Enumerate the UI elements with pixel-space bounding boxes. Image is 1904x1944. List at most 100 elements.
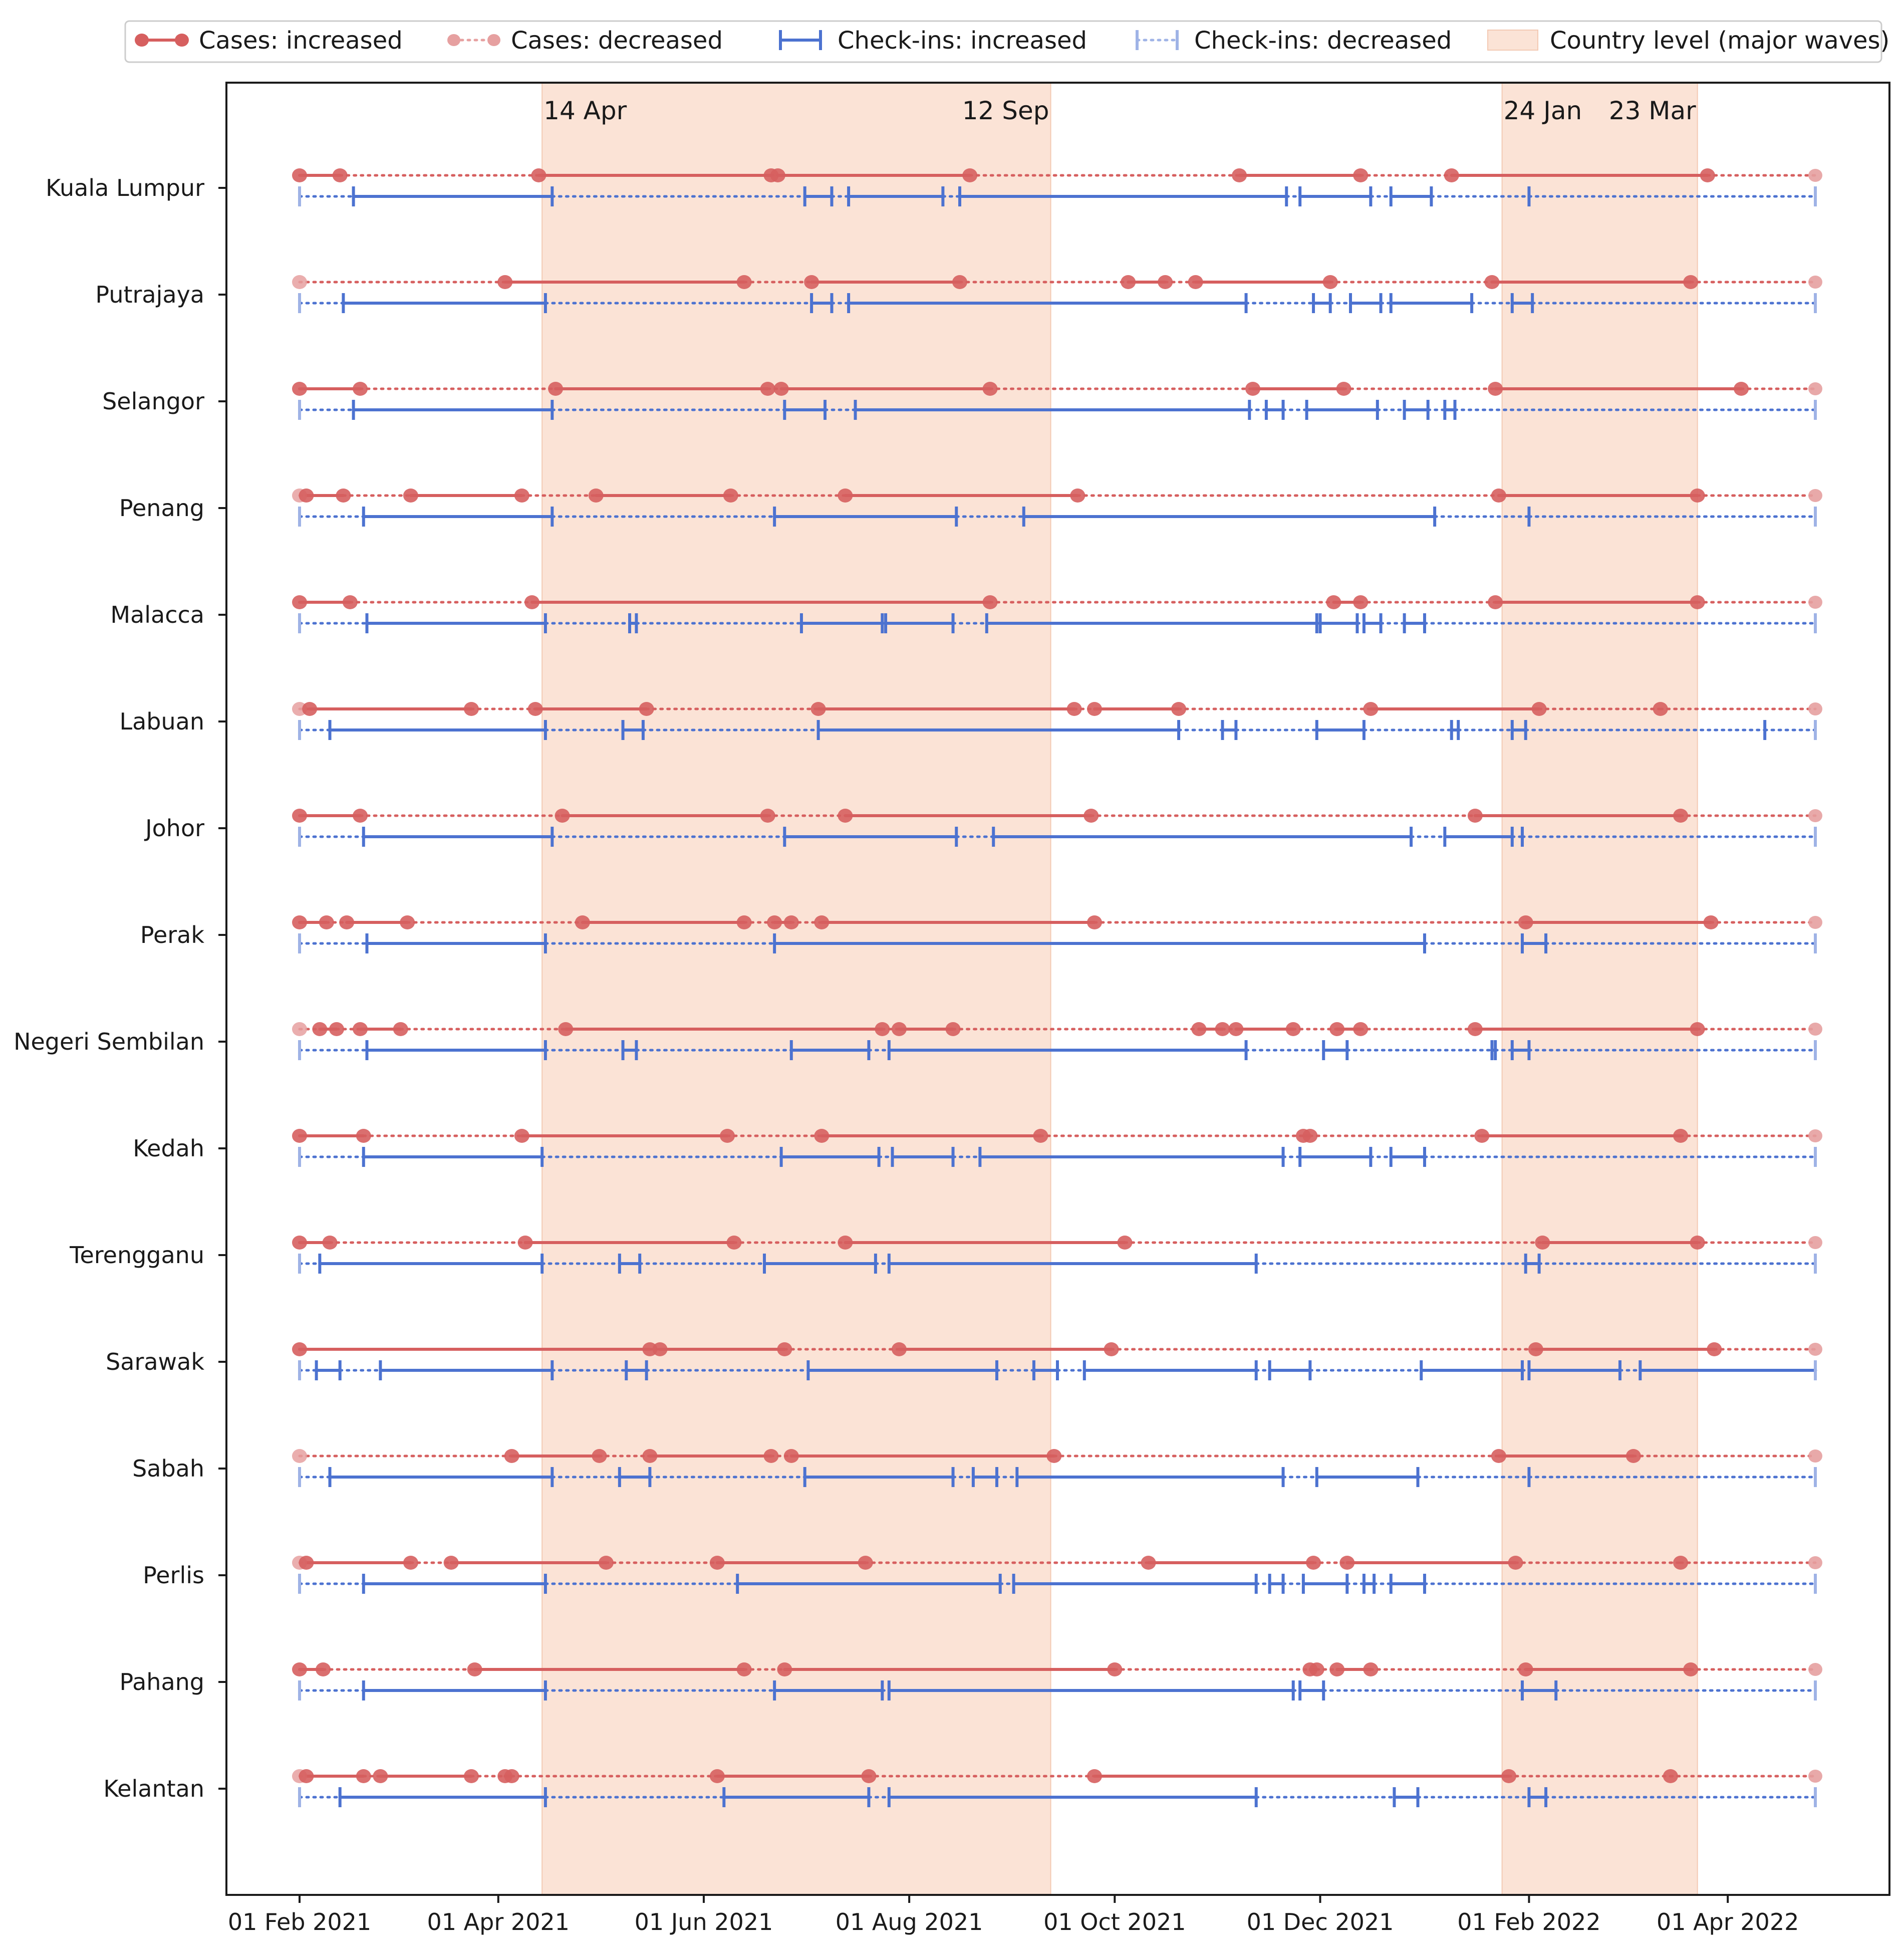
waves-layer: 14 Apr 12 Sep 24 Jan 23 Mar [541,82,1698,1895]
cases-change-point [400,915,415,929]
state-row: Terengganu [69,1236,1822,1274]
legend-swatch-marker [175,34,189,47]
x-tick-label: 01 Apr 2022 [1657,1908,1799,1935]
cases-change-point [1491,1449,1506,1463]
cases-end-point [1808,1556,1822,1569]
legend-entry-cases_dec: Cases: decreased [447,27,723,55]
state-row: Kedah [133,1129,1822,1167]
cases-end-point [1808,809,1822,822]
cases-change-point [814,915,830,929]
cases-change-point [1690,489,1705,503]
cases-change-point [292,1449,307,1463]
cases-change-point [858,1556,873,1570]
state-row: Putrajaya [95,275,1822,313]
cases-change-point [736,1662,752,1676]
plot-frame [225,82,1890,1896]
cases-change-point [1086,915,1102,929]
cases-change-point [1508,1556,1523,1570]
state-row: Penang [119,489,1822,527]
state-label: Pahang [119,1668,204,1695]
cases-change-point [1653,702,1668,716]
cases-end-point [1808,916,1822,929]
cases-change-point [1353,595,1369,609]
cases-change-point [763,1449,779,1463]
cases-change-point [767,915,782,929]
cases-change-point [1707,1342,1722,1356]
x-tick-label: 01 Jun 2021 [635,1908,773,1935]
legend-entry-check_dec: Check-ins: decreased [1136,27,1452,55]
cases-change-point [1531,702,1547,716]
cases-change-point [736,275,752,289]
cases-change-point [1488,595,1503,609]
cases-change-point [524,595,539,609]
cases-change-point [1690,1236,1705,1250]
wave-end-label-1: 23 Mar [1609,96,1696,125]
cases-change-point [891,1342,907,1356]
cases-change-point [1663,1769,1678,1783]
cases-change-point [548,382,564,396]
cases-change-point [292,1662,307,1676]
cases-change-point [891,1022,907,1036]
wave-end-label-0: 12 Sep [962,96,1049,125]
state-label: Johor [144,815,204,842]
x-tick-label: 01 Dec 2021 [1247,1908,1394,1935]
state-label: Putrajaya [95,281,204,308]
cases-change-point [1107,1662,1123,1676]
cases-change-point [555,809,570,823]
cases-change-point [339,915,355,929]
state-label: Penang [119,495,204,522]
cases-change-point [1191,1022,1207,1036]
cases-change-point [861,1769,877,1783]
cases-change-point [1141,1556,1156,1570]
cases-change-point [353,809,368,823]
cases-end-point [1808,489,1822,502]
country-wave-0 [541,82,1051,1895]
cases-change-point [292,809,307,823]
legend-entry-cases_inc: Cases: increased [135,27,403,55]
legend: Cases: increased Cases: decreased Check-in… [124,20,1889,63]
cases-change-point [322,1236,338,1250]
cases-change-point [1302,1129,1318,1143]
cases-change-point [1673,809,1689,823]
cases-change-point [393,1022,408,1036]
state-label: Selangor [102,388,204,415]
cases-change-point [982,595,998,609]
cases-change-point [292,1342,307,1356]
cases-change-point [1121,275,1136,289]
state-label: Kelantan [103,1775,204,1802]
state-row: Perlis [143,1556,1822,1594]
cases-change-point [443,1556,459,1570]
cases-change-point [770,168,785,182]
cases-change-point [292,915,307,929]
cases-change-point [1104,1342,1119,1356]
cases-change-point [1245,382,1261,396]
cases-change-point [1683,1662,1699,1676]
cases-change-point [652,1342,668,1356]
cases-change-point [1518,915,1533,929]
cases-change-point [356,1129,371,1143]
cases-change-point [1158,275,1173,289]
cases-change-point [319,915,334,929]
cases-change-point [497,275,513,289]
cases-change-point [709,1769,725,1783]
cases-change-point [962,168,978,182]
cases-change-point [514,489,529,503]
cases-change-point [1474,1129,1490,1143]
cases-change-point [1228,1022,1244,1036]
cases-change-point [1171,702,1187,716]
cases-change-point [1285,1022,1301,1036]
cases-change-point [527,702,543,716]
state-row: Malacca [110,595,1822,633]
cases-change-point [1467,1022,1483,1036]
cases-change-point [1528,1342,1543,1356]
cases-change-point [292,1129,307,1143]
cases-change-point [777,1662,792,1676]
cases-change-point [292,275,307,289]
x-tick-label: 01 Oct 2021 [1043,1908,1186,1935]
legend-swatch-marker [135,34,149,47]
cases-change-point [356,1769,371,1783]
cases-change-point [292,382,307,396]
cases-change-point [783,1449,799,1463]
cases-change-point [1734,382,1749,396]
